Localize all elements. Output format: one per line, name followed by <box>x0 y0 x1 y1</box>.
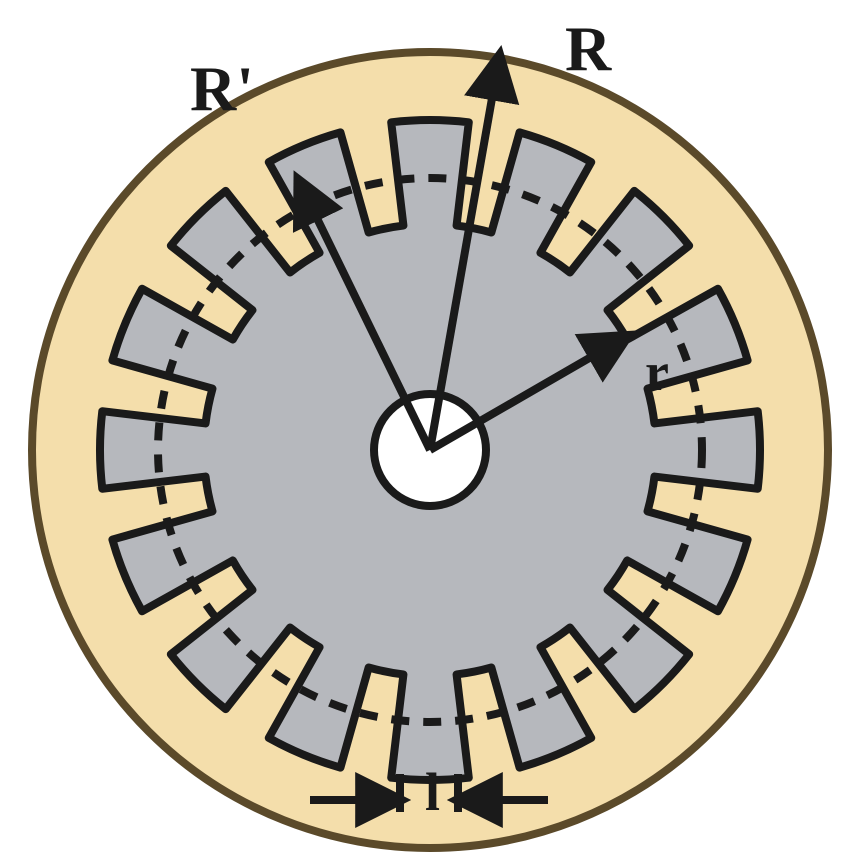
label-R: R <box>565 13 612 84</box>
label-l: l <box>425 762 440 822</box>
label-Rprime: R' <box>190 53 254 124</box>
label-r: r <box>645 342 669 402</box>
gear-diagram: R R' r l <box>0 0 861 862</box>
